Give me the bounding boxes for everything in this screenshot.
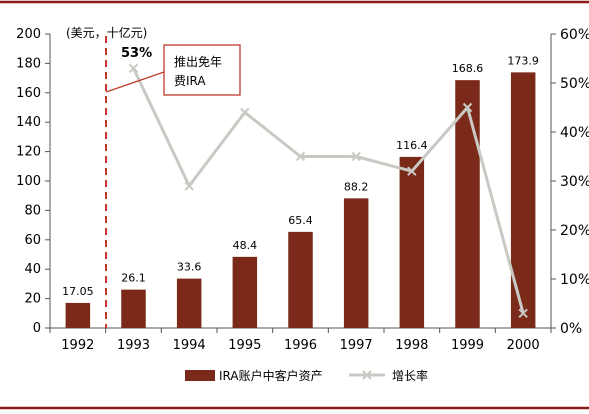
callout: 推出免年 费IRA — [105, 44, 241, 96]
unit-label: (美元，十亿元) — [66, 25, 147, 40]
y-left-tick-label: 140 — [16, 115, 41, 130]
y-right-axis: 0% 10% 20% 30% 40% 50% 60% — [550, 27, 589, 337]
x-axis: 1992 1993 1994 1995 1996 1997 1998 1999 2000 — [49, 327, 552, 353]
x-tick-label: 1999 — [451, 338, 484, 353]
y-left-tick-label: 20 — [24, 292, 41, 307]
x-tick-label: 1995 — [228, 338, 261, 353]
y-left-tick-label: 40 — [24, 262, 41, 277]
bar — [510, 72, 536, 328]
x-tick-label: 1994 — [173, 338, 206, 353]
bar-value-label: 26.1 — [121, 272, 146, 285]
bar — [455, 80, 480, 329]
y-left-tick-label: 0 — [33, 321, 41, 336]
growth-line — [132, 67, 525, 314]
y-right-tick-label: 10% — [560, 272, 589, 288]
growth-point — [518, 308, 528, 319]
bar-value-label: 17.05 — [62, 285, 94, 298]
bar — [288, 231, 313, 328]
y-left-tick-label: 60 — [24, 233, 41, 248]
y-right-tick-label: 30% — [560, 174, 589, 190]
legend: IRA账户中客户资产 增长率 — [185, 368, 428, 383]
y-right-tick-label: 60% — [560, 27, 589, 43]
x-tick-label: 1997 — [340, 338, 373, 353]
bar-value-label: 173.9 — [507, 54, 539, 67]
bar — [121, 289, 146, 328]
bar — [232, 256, 258, 328]
growth-point — [128, 63, 139, 74]
y-left-tick-label: 100 — [16, 174, 41, 189]
callout-box — [163, 44, 241, 96]
callout-line-2: 费IRA — [174, 74, 206, 88]
y-left-tick-label: 160 — [16, 86, 41, 101]
y-right-tick-label: 40% — [560, 125, 589, 141]
bar-value-label: 88.2 — [344, 180, 369, 193]
x-tick-label: 1993 — [117, 338, 150, 353]
growth-point — [184, 181, 194, 191]
bar — [343, 198, 369, 328]
x-tick-label: 2000 — [507, 338, 540, 353]
legend-line-label: 增长率 — [392, 368, 428, 383]
growth-point — [407, 166, 417, 176]
legend-bar-label: IRA账户中客户资产 — [219, 368, 323, 383]
y-left-tick-label: 200 — [16, 27, 41, 42]
y-right-tick-label: 0% — [560, 321, 582, 337]
bar-value-label: 48.4 — [233, 239, 258, 252]
callout-line-1: 推出免年 — [174, 54, 222, 69]
growth-point — [462, 102, 473, 113]
legend-bar-swatch — [185, 370, 215, 381]
x-tick-label: 1992 — [61, 338, 94, 353]
bar-value-label: 65.4 — [288, 214, 313, 227]
y-left-tick-label: 120 — [16, 145, 41, 160]
growth-point — [295, 151, 306, 162]
y-left-tick-label: 80 — [24, 203, 41, 218]
callout-leader — [105, 71, 165, 93]
y-right-tick-label: 20% — [560, 223, 589, 239]
legend-line-marker — [362, 370, 372, 380]
bar-value-label: 33.6 — [177, 261, 202, 274]
growth-point — [240, 107, 250, 118]
y-left-tick-label: 180 — [16, 56, 41, 71]
peak-label: 53% — [121, 46, 152, 61]
bar — [176, 278, 202, 328]
x-tick-label: 1998 — [395, 338, 428, 353]
y-right-tick-label: 50% — [560, 76, 589, 92]
growth-point — [351, 151, 361, 162]
bar — [65, 302, 91, 328]
bar-value-label: 116.4 — [396, 139, 428, 152]
y-left-axis: 0 20 40 60 80 100 120 140 160 180 200 — [16, 27, 51, 336]
bar — [399, 156, 425, 328]
bar-value-label: 168.6 — [452, 62, 484, 75]
x-tick-label: 1996 — [284, 338, 317, 353]
bar-series — [65, 72, 536, 329]
line-series — [128, 63, 528, 319]
bar-labels: 17.05 26.1 33.6 48.4 65.4 88.2 116.4 168.6 173.9 — [62, 54, 539, 298]
